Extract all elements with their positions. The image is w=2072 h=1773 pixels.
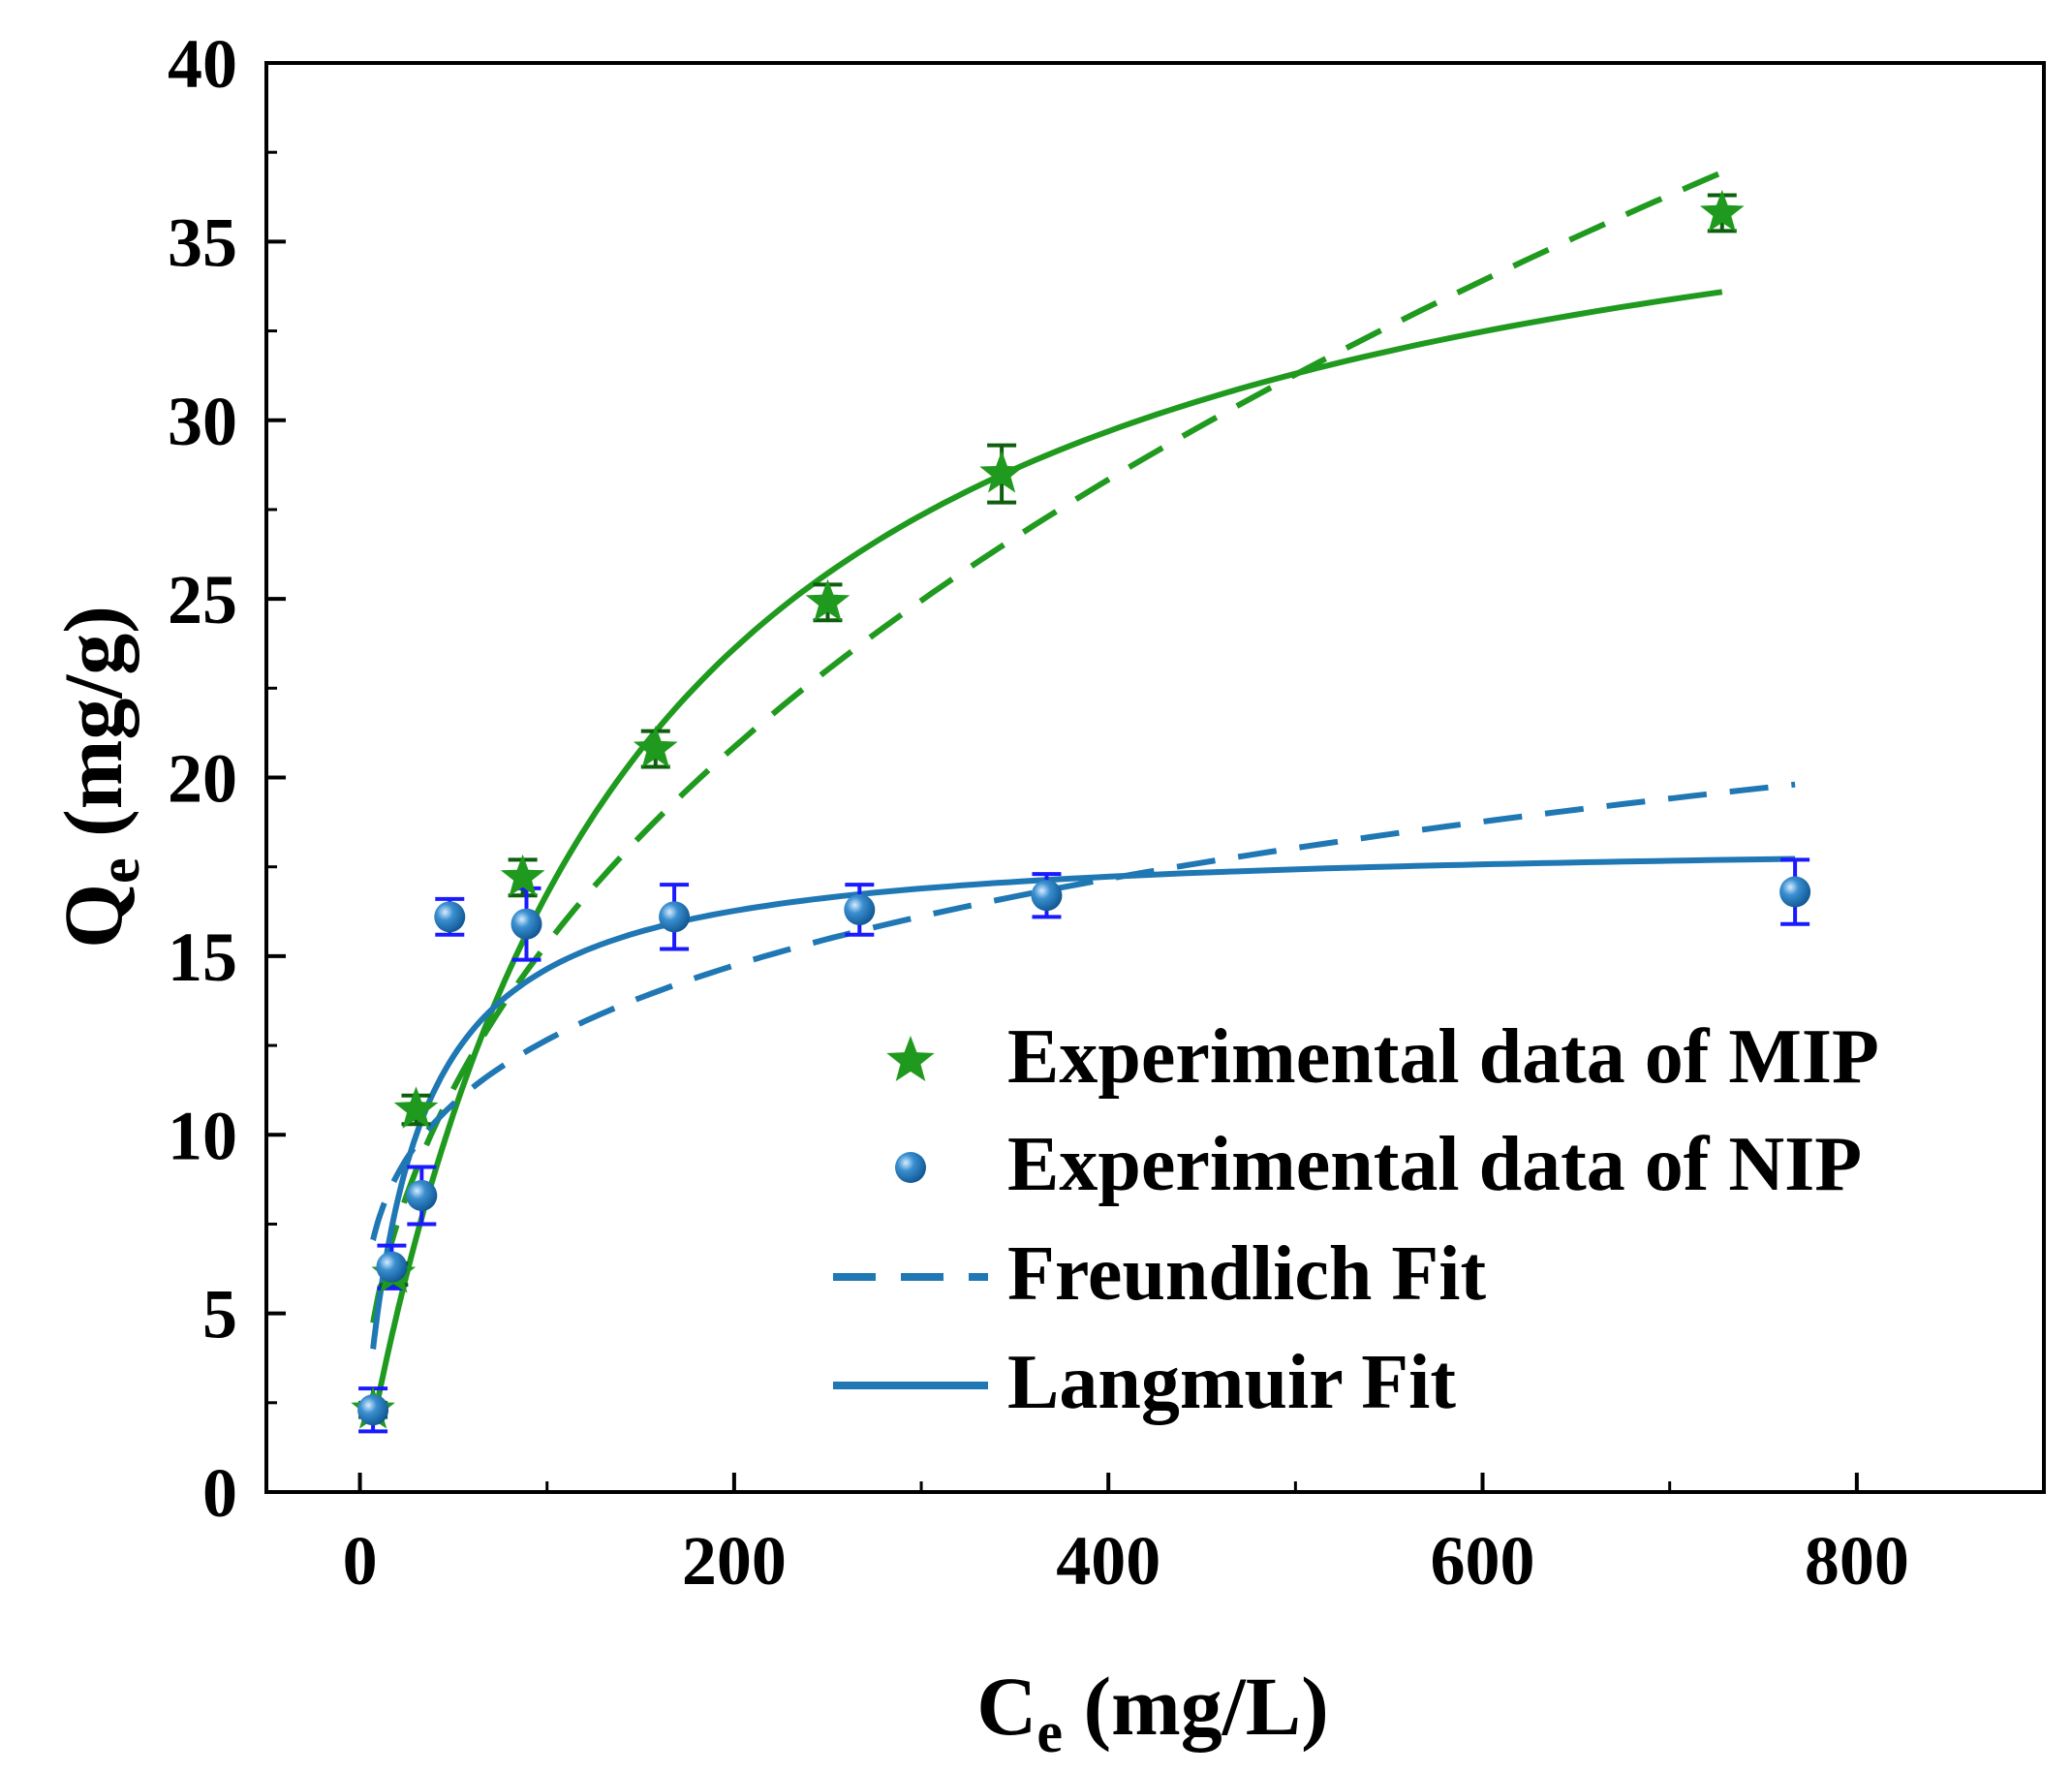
mip-data-point [500,854,545,897]
data-points [351,189,1811,1429]
y-tick-label: 35 [168,203,237,281]
y-axis-title: Qe (mg/g) [46,606,151,949]
legend-item-nip: Experimental data of NIP [895,1122,1862,1207]
legend-label-nip: Experimental data of NIP [1007,1122,1862,1207]
y-tick-label: 5 [202,1276,237,1353]
x-axis-title-main: C [976,1660,1036,1753]
legend-label-freundlich: Freundlich Fit [1007,1231,1486,1317]
y-tick-label: 20 [168,740,237,818]
y-axis-title-main: Q [46,884,139,949]
nip-data-point [659,901,691,933]
y-axis-title-units: (mg/g) [46,606,139,857]
nip-data-point [1779,876,1811,908]
legend-item-freundlich: Freundlich Fit [833,1231,1486,1317]
legend-label-langmuir: Langmuir Fit [1007,1340,1456,1425]
mip-data-point [805,578,850,622]
mip-data-point [1699,189,1745,233]
fit-curve [370,170,1723,1324]
x-tick-label: 800 [1805,1522,1909,1600]
nip-data-point [357,1394,389,1426]
legend-circle-icon [895,1152,926,1183]
mip-data-point [393,1086,439,1129]
legend-item-langmuir: Langmuir Fit [833,1340,1456,1425]
mip-data-point [979,451,1024,493]
legend-label-mip: Experimental data of MIP [1007,1014,1879,1100]
x-tick-label: 200 [682,1522,787,1600]
y-tick-label: 30 [168,383,237,460]
nip-data-point [406,1179,438,1211]
y-tick-label: 15 [168,918,237,996]
fit-curves [370,170,1796,1425]
nip-data-point [376,1251,408,1283]
y-tick-label: 40 [168,25,237,103]
y-tick-label: 25 [168,561,237,638]
x-tick-label: 0 [343,1522,378,1600]
axis-ticks [266,61,1859,1494]
x-tick-label: 400 [1056,1522,1160,1600]
x-axis-title-sub: e [1036,1700,1063,1764]
y-tick-label: 0 [202,1454,237,1532]
x-tick-label: 600 [1431,1522,1535,1600]
nip-data-point [434,901,466,933]
nip-data-point [510,908,542,940]
tick-labels: 0 200 400 600 800 0 5 10 15 20 25 30 35 40 [168,25,1909,1600]
nip-data-point [1031,880,1063,912]
nip-data-point [844,893,876,925]
legend-star-icon [886,1036,935,1081]
fit-curve [370,855,1796,1350]
mip-data-point [633,726,678,768]
y-axis-title-sub: e [87,857,151,884]
fit-curve [370,289,1723,1425]
legend-item-mip: Experimental data of MIP [886,1014,1879,1100]
x-axis-title-units: (mg/L) [1063,1660,1329,1753]
x-axis-title: Ce (mg/L) [976,1660,1328,1764]
y-tick-label: 10 [168,1097,237,1174]
legend: Experimental data of MIP Experimental da… [833,1014,1879,1425]
